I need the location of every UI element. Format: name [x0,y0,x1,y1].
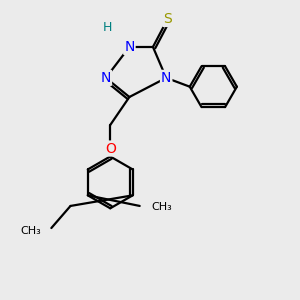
Text: S: S [163,12,172,26]
Text: N: N [100,71,111,85]
Text: CH₃: CH₃ [152,202,172,212]
Text: N: N [124,40,135,54]
Text: N: N [161,71,171,85]
Text: O: O [105,142,116,155]
Text: H: H [103,21,112,34]
Text: CH₃: CH₃ [20,226,41,236]
